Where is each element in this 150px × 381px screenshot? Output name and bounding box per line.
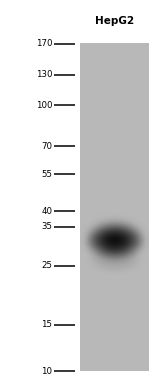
Text: 40: 40 xyxy=(42,207,52,216)
Text: 10: 10 xyxy=(42,367,52,376)
Text: 15: 15 xyxy=(42,320,52,329)
Text: 70: 70 xyxy=(42,142,52,151)
Text: 100: 100 xyxy=(36,101,52,110)
Text: 130: 130 xyxy=(36,70,52,79)
Text: HepG2: HepG2 xyxy=(95,16,134,26)
Text: 170: 170 xyxy=(36,39,52,48)
Text: 25: 25 xyxy=(42,261,52,270)
Text: 55: 55 xyxy=(42,170,52,179)
Text: 35: 35 xyxy=(42,222,52,231)
